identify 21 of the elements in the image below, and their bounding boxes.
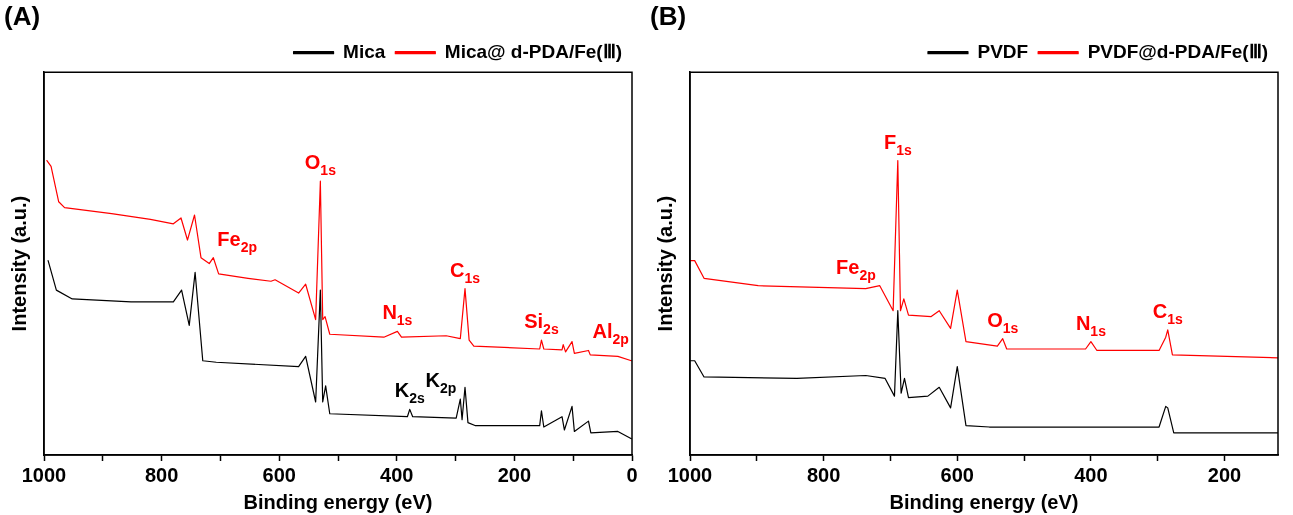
x-tick-label: 1000	[667, 463, 713, 486]
x-tick-label: 600	[262, 463, 296, 486]
x-tick-label: 200	[497, 463, 532, 486]
legend-label: PVDF	[977, 40, 1029, 62]
legend-label: Mica@ d-PDA/Fe(Ⅲ)	[444, 40, 622, 62]
legend-label: PVDF@d-PDA/Fe(Ⅲ)	[1087, 40, 1269, 62]
chart-title: (B)	[650, 0, 687, 31]
y-axis-title: Intensity (a.u.)	[653, 195, 676, 332]
x-tick-label: 800	[806, 463, 841, 486]
x-tick-label: 200	[1207, 463, 1242, 486]
x-tick-label: 400	[1074, 463, 1108, 486]
x-tick-label: 600	[940, 463, 974, 486]
x-axis-title: Binding energy (eV)	[243, 490, 433, 513]
x-tick-label: 0	[626, 463, 638, 486]
x-tick-label: 1000	[21, 463, 67, 486]
x-tick-label: 400	[380, 463, 414, 486]
legend-label: Mica	[343, 40, 386, 62]
x-axis-title: Binding energy (eV)	[889, 490, 1079, 513]
y-axis-title: Intensity (a.u.)	[7, 195, 30, 332]
x-tick-label: 800	[144, 463, 179, 486]
chart-title: (A)	[4, 0, 41, 31]
